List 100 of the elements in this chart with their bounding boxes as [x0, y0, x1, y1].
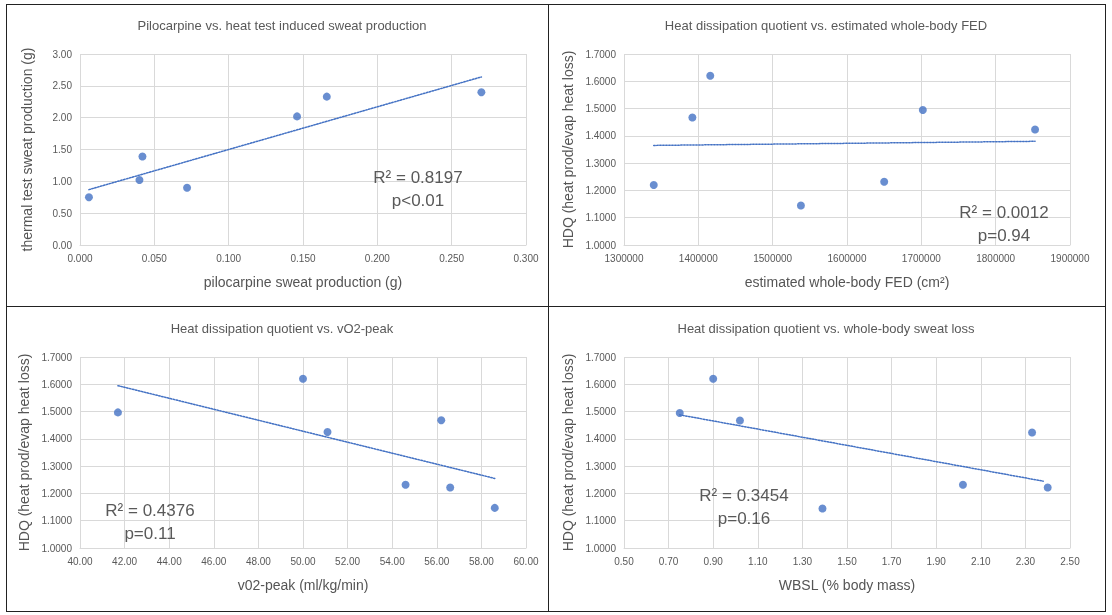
- x-tick-label: 0.50: [614, 555, 635, 567]
- point: [1028, 428, 1037, 437]
- x-axis-title: WBSL (% body mass): [778, 577, 916, 593]
- y-tick-label: 1.6000: [41, 378, 73, 390]
- point: [135, 176, 144, 185]
- chart-title: Heat dissipation quotient vs. estimated whole-body FED: [664, 18, 988, 33]
- point: [880, 177, 889, 186]
- y-tick-label: 1.2000: [585, 487, 617, 499]
- x-tick-label: 0.250: [439, 252, 465, 264]
- point: [401, 480, 410, 489]
- x-tick-label: 1500000: [753, 252, 793, 264]
- point: [918, 105, 927, 114]
- x-tick-label: 1300000: [604, 252, 644, 264]
- point: [688, 113, 697, 122]
- x-axis-title: v02-peak (ml/kg/min): [237, 577, 369, 593]
- point: [299, 374, 307, 383]
- y-tick-label: 2.50: [52, 80, 73, 92]
- y-tick-label: 1.1000: [41, 515, 73, 527]
- point: [293, 112, 302, 121]
- annotation: R² = 0.3454: [699, 486, 789, 505]
- x-axis-title: pilocarpine sweat production (g): [203, 274, 403, 290]
- point: [84, 193, 93, 202]
- point: [183, 183, 192, 192]
- y-axis-title: HDQ (heat prod/evap heat loss): [15, 353, 32, 552]
- annotation: p=0.94: [977, 226, 1031, 245]
- annotation: R² = 0.4376: [105, 501, 195, 520]
- x-tick-label: 0.150: [290, 252, 316, 264]
- annotation: p=0.16: [717, 509, 771, 528]
- x-tick-label: 50.00: [290, 555, 316, 567]
- x-tick-label: 56.00: [424, 555, 450, 567]
- x-axis-title: estimated whole-body FED (cm²): [744, 274, 950, 290]
- x-tick-label: 40.00: [67, 555, 93, 567]
- point: [446, 483, 455, 492]
- y-axis-title: HDQ (heat prod/evap heat loss): [559, 50, 576, 249]
- y-axis-title: thermal test sweat production (g): [19, 47, 35, 252]
- point: [1031, 125, 1040, 134]
- y-tick-label: 1.50: [52, 144, 73, 155]
- y-tick-label: 1.3000: [41, 460, 73, 472]
- y-tick-label: 1.5000: [41, 406, 73, 418]
- point: [796, 201, 805, 210]
- point: [706, 71, 715, 80]
- annotation: R² = 0.8197: [373, 168, 463, 187]
- x-tick-label: 0.70: [658, 555, 679, 567]
- x-tick-label: 0.100: [216, 252, 242, 264]
- point: [113, 408, 122, 417]
- x-tick-label: 1.10: [748, 555, 768, 567]
- y-tick-label: 1.7000: [41, 351, 73, 363]
- y-tick-label: 1.1000: [585, 515, 617, 527]
- y-tick-label: 1.0000: [585, 239, 617, 251]
- point: [649, 180, 658, 189]
- y-tick-label: 0.50: [52, 207, 73, 219]
- x-tick-label: 44.00: [156, 555, 183, 567]
- y-tick-label: 1.6000: [585, 378, 617, 390]
- y-tick-label: 1.7000: [585, 351, 617, 363]
- x-tick-label: 1700000: [901, 252, 942, 264]
- point: [1043, 483, 1052, 492]
- y-tick-label: 2.00: [52, 112, 73, 124]
- x-tick-label: 0.000: [67, 252, 93, 264]
- point: [735, 416, 744, 425]
- x-tick-label: 52.00: [335, 555, 361, 567]
- point: [477, 88, 486, 97]
- point: [437, 416, 446, 425]
- y-tick-label: 1.4000: [41, 433, 73, 445]
- x-tick-label: 1400000: [678, 252, 719, 264]
- x-tick-label: 1600000: [827, 252, 867, 264]
- x-tick-label: 1.30: [792, 555, 813, 567]
- point: [322, 92, 331, 101]
- y-tick-label: 1.3000: [585, 157, 617, 169]
- chart-title: Heat dissipation quotient vs. whole-body sweat loss: [677, 321, 975, 336]
- y-tick-label: 1.0000: [41, 542, 73, 554]
- point: [138, 152, 147, 161]
- y-tick-label: 1.5000: [585, 406, 617, 418]
- y-tick-label: 1.00: [52, 175, 73, 187]
- x-tick-label: 0.200: [364, 252, 391, 264]
- y-tick-label: 1.7000: [585, 48, 617, 60]
- x-tick-label: 60.00: [513, 555, 539, 567]
- y-tick-label: 1.6000: [585, 75, 617, 87]
- x-tick-label: 48.00: [245, 555, 272, 567]
- x-tick-label: 1.50: [837, 555, 858, 567]
- annotation: R² = 0.0012: [959, 203, 1049, 222]
- x-tick-label: 2.50: [1060, 555, 1081, 567]
- y-tick-label: 1.5000: [585, 103, 617, 115]
- y-tick-label: 1.1000: [585, 212, 617, 224]
- y-tick-label: 1.4000: [585, 433, 617, 445]
- x-tick-label: 2.10: [971, 555, 991, 567]
- x-tick-label: 0.300: [513, 252, 539, 264]
- x-tick-label: 1.90: [926, 555, 947, 567]
- point: [675, 408, 684, 417]
- y-tick-label: 1.0000: [585, 542, 617, 554]
- x-tick-label: 2.30: [1015, 555, 1036, 567]
- x-tick-label: 0.90: [703, 555, 724, 567]
- y-tick-label: 0.00: [52, 239, 73, 251]
- chart-title: Pilocarpine vs. heat test induced sweat production: [137, 18, 427, 33]
- y-tick-label: 1.3000: [585, 460, 617, 472]
- x-tick-label: 42.00: [112, 555, 138, 567]
- point: [818, 504, 827, 513]
- x-tick-label: 1.70: [881, 555, 902, 567]
- point: [323, 428, 332, 437]
- chart-title: Heat dissipation quotient vs. vO2-peak: [170, 321, 394, 336]
- x-tick-label: 1900000: [1050, 252, 1090, 264]
